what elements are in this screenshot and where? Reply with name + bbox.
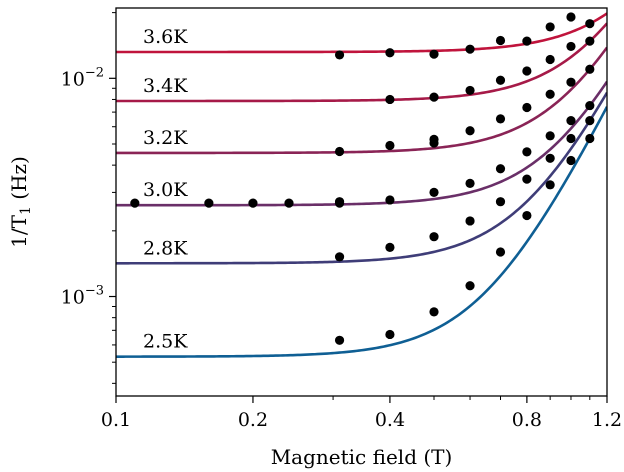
data-point [522, 36, 532, 46]
data-point [429, 307, 439, 317]
data-point [385, 48, 395, 58]
data-point [429, 232, 439, 242]
data-point [585, 133, 595, 144]
temp-label-2.8K: 2.8K [143, 237, 188, 259]
data-point [585, 116, 595, 126]
x-tick-label: 0.1 [101, 409, 131, 431]
data-point [522, 66, 532, 76]
data-point [495, 75, 506, 85]
data-point [545, 54, 555, 65]
data-point [385, 242, 395, 252]
y-axis-label-subscript: 1 [18, 206, 34, 215]
data-point [495, 247, 506, 257]
data-point [334, 50, 345, 60]
data-point [545, 131, 555, 141]
data-point [334, 252, 345, 262]
y-tick-label: 10−3 [61, 284, 104, 309]
data-point [522, 102, 532, 113]
data-point [545, 22, 555, 32]
data-point [334, 198, 345, 208]
data-point [585, 36, 595, 46]
data-point [385, 195, 395, 205]
data-point [522, 147, 532, 157]
data-point [284, 198, 294, 208]
fit-curves [116, 12, 607, 358]
data-point [495, 197, 506, 207]
data-point [566, 12, 576, 22]
x-tick-label: 0.8 [512, 409, 542, 431]
y-axis-label-main: 1/T [7, 214, 31, 247]
fit-curve-3.4K [116, 22, 607, 103]
data-point [204, 198, 214, 208]
fit-curve-3.2K [116, 46, 607, 155]
data-point [429, 49, 439, 59]
data-point [545, 180, 555, 190]
data-point [385, 94, 395, 105]
fit-curve-3.6K [116, 12, 607, 54]
data-point [465, 44, 475, 54]
fit-curve-2.8K [116, 91, 607, 265]
y-axis-ticks: 10−3 10−2 [61, 12, 116, 384]
x-axis-ticks: 0.1 0.2 0.4 0.8 1.2 [101, 396, 622, 431]
fit-curve-3.0K [116, 80, 607, 207]
data-point [545, 89, 555, 99]
data-point [566, 41, 576, 52]
data-point [522, 210, 532, 221]
data-point [334, 146, 345, 157]
data-point [465, 85, 475, 96]
data-point [566, 77, 576, 87]
data-points [130, 12, 595, 345]
y-tick-label: 10−2 [61, 65, 104, 90]
data-point [429, 187, 439, 197]
data-point [465, 281, 475, 291]
x-axis-label: Magnetic field (T) [271, 445, 453, 469]
x-tick-label: 0.4 [375, 409, 405, 431]
data-point [248, 198, 258, 208]
temperature-labels: 3.6K 3.4K 3.2K 3.0K 2.8K 2.5K [143, 26, 188, 353]
x-tick-label: 0.2 [238, 409, 268, 431]
data-point [495, 164, 506, 174]
data-point [385, 140, 395, 151]
temp-label-3.2K: 3.2K [143, 127, 188, 149]
data-point [522, 174, 532, 184]
data-point [566, 133, 576, 144]
data-point [130, 198, 140, 208]
data-point [429, 92, 439, 102]
y-axis-label-unit: (Hz) [7, 156, 31, 206]
data-point [465, 216, 475, 226]
x-tick-label: 1.2 [592, 409, 622, 431]
temp-label-3.4K: 3.4K [143, 75, 188, 97]
data-point [585, 100, 595, 111]
y-axis-label: 1/T1 (Hz) [7, 156, 34, 248]
data-point [429, 134, 439, 144]
fit-curve-2.5K [116, 106, 607, 358]
data-point [385, 329, 395, 340]
data-point [545, 153, 555, 163]
data-point [465, 126, 475, 136]
data-point [334, 335, 345, 345]
data-point [465, 178, 475, 188]
data-point [495, 114, 506, 124]
data-point [585, 64, 595, 74]
data-point [495, 35, 506, 46]
temp-label-2.5K: 2.5K [143, 331, 188, 353]
data-point [566, 155, 576, 166]
plot-frame [115, 7, 608, 397]
data-point [585, 19, 595, 29]
temp-label-3.0K: 3.0K [143, 179, 188, 201]
temp-label-3.6K: 3.6K [143, 26, 188, 48]
data-point [566, 116, 576, 126]
